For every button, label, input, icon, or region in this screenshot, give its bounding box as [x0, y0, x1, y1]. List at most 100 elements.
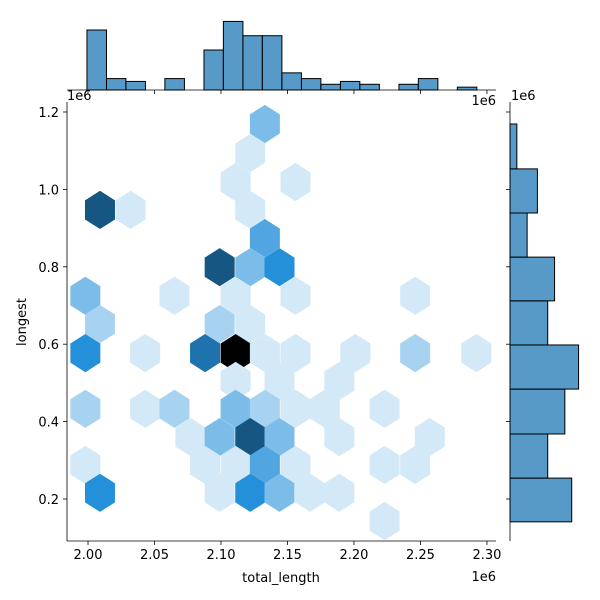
- hexbin-cell: [190, 334, 221, 373]
- hexbin-cell: [204, 417, 235, 457]
- hexbin-cell: [70, 389, 101, 428]
- hexbin-cell: [130, 334, 161, 373]
- marginal-x-bar: [125, 80, 146, 91]
- hexbin-cell: [369, 501, 400, 541]
- hexbin-cell: [280, 162, 311, 202]
- hexbin-cell: [175, 417, 206, 457]
- hexbin-cell: [235, 473, 266, 512]
- hexbin-cell: [204, 248, 235, 287]
- hexbin-cell: [309, 389, 340, 428]
- x-tick-label: 2.25: [406, 548, 435, 563]
- hexbin-cell: [84, 190, 115, 230]
- hexbin-cell: [190, 445, 221, 485]
- hexbin-cell: [295, 473, 326, 512]
- hexbin-cell: [84, 473, 115, 512]
- marginal-y-bar: [509, 344, 580, 390]
- hexbin-cell: [264, 248, 295, 287]
- hexbin-cell: [235, 133, 266, 173]
- marginal-x-bar: [86, 29, 107, 91]
- hexbin-cell: [461, 334, 492, 373]
- marginal-x-bar: [339, 80, 361, 91]
- hexbin-cell: [220, 276, 251, 315]
- marginal-y-bar: [509, 477, 573, 523]
- marginal-x-bar: [398, 83, 419, 91]
- hexbin-cell: [264, 417, 295, 457]
- x-tick-label: 2.20: [339, 548, 368, 563]
- hexbin-cell: [324, 417, 355, 457]
- hexbin-cell: [264, 361, 295, 401]
- hexbin-cell: [70, 445, 101, 485]
- hexbin-cell: [220, 334, 251, 373]
- hexbin-cell: [130, 389, 161, 428]
- x-axis-label: total_length: [242, 571, 320, 586]
- x-tick-label: 2.00: [74, 548, 103, 563]
- x-tick-label: 2.05: [140, 548, 169, 563]
- hexbin-cell: [249, 445, 280, 485]
- hexbin-cell: [400, 276, 431, 315]
- x-tick-label: 2.15: [273, 548, 302, 563]
- marginal-y-bar: [509, 388, 566, 435]
- y-tick-label: 0.8: [38, 261, 59, 276]
- hexbin-cell: [84, 304, 115, 344]
- y-offset-label: 1e6: [67, 89, 92, 104]
- y-tick-label: 0.2: [38, 493, 59, 508]
- marginal-y-bar: [509, 256, 556, 302]
- y-axis-label: longest: [15, 298, 30, 346]
- hexbin-cell: [369, 445, 400, 485]
- hexbin-cell: [159, 276, 190, 315]
- hexbin-cell: [235, 248, 266, 287]
- hexbin-cell: [204, 473, 235, 512]
- marginal-x-bar: [261, 35, 283, 91]
- hexbin-cell: [400, 445, 431, 485]
- hexbin-cell: [280, 445, 311, 485]
- hexbin-cell: [249, 334, 280, 373]
- marginal-x-bar: [222, 20, 244, 91]
- y-tick-label: 1.0: [38, 183, 59, 198]
- hexbin-cell: [70, 334, 101, 373]
- hexbin-cell: [369, 389, 400, 428]
- hexbin-cell: [324, 361, 355, 401]
- x-tick-label: 2.10: [207, 548, 236, 563]
- hexbin-cell: [235, 190, 266, 230]
- y-tick-label: 0.6: [38, 338, 59, 353]
- hexbin-cell: [235, 304, 266, 344]
- marginal-y-offset-label: 1e6: [511, 89, 536, 104]
- hexbin-cell: [115, 190, 146, 230]
- y-tick-label: 0.4: [38, 416, 59, 431]
- hexbin-cell: [220, 445, 251, 485]
- marginal-x-bar: [359, 83, 380, 91]
- hexbin-cell: [264, 473, 295, 512]
- hexbin-cell: [340, 334, 371, 373]
- marginal-x-bar: [164, 78, 185, 91]
- hexbin-cell: [249, 104, 280, 144]
- x-offset-label: 1e6: [471, 570, 496, 585]
- hexbin-cell: [324, 473, 355, 512]
- y-tick-label: 1.2: [38, 106, 59, 121]
- marginal-x-bar: [105, 78, 127, 91]
- hexbin-cell: [220, 162, 251, 202]
- marginal-y-bar: [509, 168, 538, 214]
- hexbin-cell: [70, 276, 101, 315]
- hexbin-cell: [204, 304, 235, 344]
- marginal-x-bar: [242, 35, 263, 91]
- marginal-y-bar: [509, 433, 549, 479]
- hexbin-cell: [249, 219, 280, 258]
- marginal-x-bar: [281, 72, 302, 91]
- hexbin-cell: [220, 361, 251, 401]
- marginal-x-bar: [417, 78, 439, 91]
- marginal-x-offset-label: 1e6: [471, 94, 496, 109]
- marginal-x-bar: [456, 86, 478, 91]
- hexbin-cell: [280, 334, 311, 373]
- hexbin-cell: [280, 389, 311, 428]
- hexbin-cell: [400, 334, 431, 373]
- hexbin-cell: [280, 276, 311, 315]
- hexbin-cell: [414, 417, 445, 457]
- marginal-y-bar: [509, 212, 528, 258]
- x-tick-label: 2.30: [472, 548, 501, 563]
- hexbin-cell: [159, 389, 190, 428]
- marginal-x-bar: [300, 78, 322, 91]
- hexbin-cell: [235, 417, 266, 457]
- hexbin-cell: [220, 389, 251, 428]
- hexbin-cell: [249, 389, 280, 428]
